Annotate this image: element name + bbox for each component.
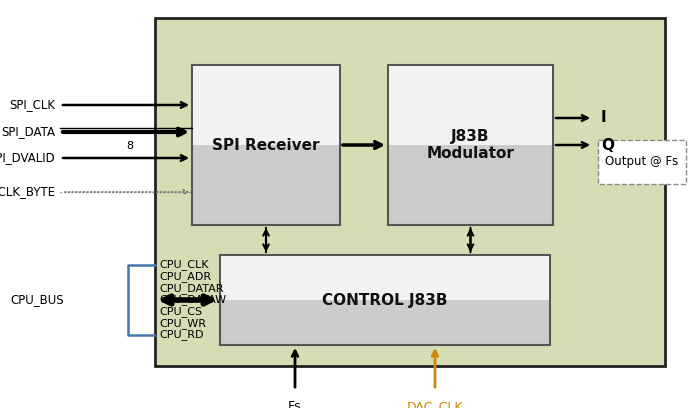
Text: SPI_CLK_BYTE: SPI_CLK_BYTE <box>0 186 55 199</box>
Bar <box>388 65 553 225</box>
Text: I: I <box>601 111 607 126</box>
Text: CPU_ADR: CPU_ADR <box>159 271 211 282</box>
Text: SPI_CLK: SPI_CLK <box>9 98 55 111</box>
Text: CPU_CLK: CPU_CLK <box>159 259 209 271</box>
Text: CPU_BUS: CPU_BUS <box>10 293 64 306</box>
Bar <box>192 65 340 225</box>
Text: Q: Q <box>601 137 614 153</box>
Text: Fs: Fs <box>288 400 302 408</box>
Text: CPU_DATAR: CPU_DATAR <box>159 283 223 294</box>
Bar <box>220 256 550 300</box>
Text: DAC_CLK: DAC_CLK <box>407 400 463 408</box>
Bar <box>598 140 686 184</box>
Bar <box>389 66 552 145</box>
Text: CPU_DATAW: CPU_DATAW <box>159 295 226 306</box>
Text: SPI_DATA: SPI_DATA <box>1 126 55 138</box>
Text: CPU_WR: CPU_WR <box>159 318 206 329</box>
Text: CPU_CS: CPU_CS <box>159 306 202 317</box>
Text: CONTROL J83B: CONTROL J83B <box>322 293 448 308</box>
Text: 8: 8 <box>127 141 134 151</box>
Text: SPI_DVALID: SPI_DVALID <box>0 151 55 164</box>
Bar <box>155 18 665 366</box>
Text: J83B
Modulator: J83B Modulator <box>426 129 514 161</box>
Text: CPU_RD: CPU_RD <box>159 330 204 340</box>
Text: SPI Receiver: SPI Receiver <box>212 137 320 153</box>
Bar <box>220 255 550 345</box>
Bar <box>193 66 340 145</box>
Text: Output @ Fs: Output @ Fs <box>606 155 678 169</box>
